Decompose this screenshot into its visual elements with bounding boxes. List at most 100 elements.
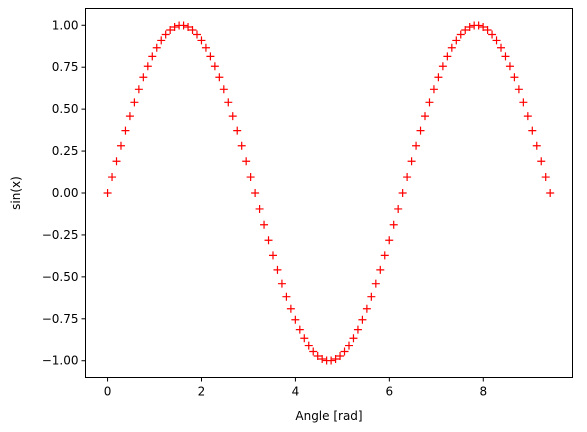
data-point bbox=[456, 30, 465, 39]
data-point bbox=[143, 62, 152, 71]
data-point bbox=[192, 30, 201, 39]
data-point bbox=[170, 22, 179, 31]
y-tick-label: 0.00 bbox=[52, 186, 79, 200]
data-point bbox=[309, 347, 318, 356]
data-point bbox=[166, 26, 175, 35]
data-point bbox=[452, 36, 461, 45]
data-point bbox=[215, 73, 224, 82]
data-point bbox=[233, 126, 242, 135]
data-point bbox=[532, 141, 541, 150]
y-tick-label: 0.25 bbox=[52, 144, 79, 158]
data-point bbox=[434, 73, 443, 82]
data-point bbox=[206, 52, 215, 61]
data-point bbox=[465, 22, 474, 31]
data-point bbox=[242, 157, 251, 166]
data-point bbox=[255, 204, 264, 213]
data-point bbox=[385, 236, 394, 245]
data-point bbox=[286, 304, 295, 313]
data-point bbox=[514, 85, 523, 94]
data-point bbox=[161, 30, 170, 39]
y-tick-label: −0.50 bbox=[42, 270, 79, 284]
data-point bbox=[344, 341, 353, 350]
data-point bbox=[546, 189, 555, 197]
data-point bbox=[103, 189, 112, 197]
data-point bbox=[210, 62, 219, 71]
data-point bbox=[108, 173, 117, 182]
y-tick-label: 0.50 bbox=[52, 102, 79, 116]
data-point bbox=[130, 98, 139, 107]
data-point bbox=[349, 334, 358, 343]
data-point bbox=[425, 98, 434, 107]
data-point bbox=[188, 26, 197, 35]
data-point bbox=[121, 126, 130, 135]
x-tick-label: 8 bbox=[479, 385, 487, 399]
data-point bbox=[358, 315, 367, 324]
y-tick-label: 1.00 bbox=[52, 18, 79, 32]
data-point bbox=[219, 85, 228, 94]
x-axis-ticks: 0 2 4 6 8 bbox=[104, 377, 487, 399]
x-tick-label: 4 bbox=[292, 385, 300, 399]
y-axis-label: sin(x) bbox=[9, 176, 23, 210]
data-point bbox=[282, 292, 291, 301]
data-point bbox=[519, 98, 528, 107]
plot-area bbox=[85, 8, 573, 378]
data-point bbox=[318, 355, 327, 364]
data-point bbox=[277, 279, 286, 288]
data-point bbox=[505, 62, 514, 71]
data-point bbox=[251, 189, 260, 197]
data-point bbox=[528, 126, 537, 135]
data-point bbox=[380, 251, 389, 260]
data-point bbox=[523, 112, 532, 121]
data-point bbox=[291, 315, 300, 324]
data-point bbox=[139, 73, 148, 82]
x-tick-label: 2 bbox=[198, 385, 206, 399]
data-point bbox=[497, 43, 506, 52]
data-point bbox=[416, 126, 425, 135]
data-point bbox=[394, 204, 403, 213]
data-point bbox=[201, 43, 210, 52]
data-point bbox=[112, 157, 121, 166]
data-point bbox=[134, 85, 143, 94]
data-point bbox=[389, 220, 398, 229]
data-point bbox=[340, 347, 349, 356]
data-point bbox=[492, 36, 501, 45]
data-point bbox=[412, 141, 421, 150]
data-point bbox=[367, 292, 376, 301]
data-point bbox=[157, 36, 166, 45]
data-point bbox=[246, 173, 255, 182]
x-tick-label: 0 bbox=[104, 385, 112, 399]
data-point bbox=[398, 189, 407, 197]
data-point bbox=[300, 334, 309, 343]
data-point bbox=[488, 30, 497, 39]
x-axis-label: Angle [rad] bbox=[295, 409, 362, 423]
data-point bbox=[268, 251, 277, 260]
data-point bbox=[336, 351, 345, 360]
data-point bbox=[260, 220, 269, 229]
data-point bbox=[403, 173, 412, 182]
data-point bbox=[429, 85, 438, 94]
y-tick-label: 0.75 bbox=[52, 60, 79, 74]
data-point bbox=[510, 73, 519, 82]
data-point bbox=[443, 52, 452, 61]
y-axis-ticks: −1.00 −0.75 −0.50 −0.25 0.00 0.25 0.50 0.75 1.00 bbox=[42, 18, 86, 368]
data-point bbox=[461, 26, 470, 35]
data-point bbox=[421, 112, 430, 121]
data-point bbox=[295, 325, 304, 334]
plot-frame bbox=[85, 8, 573, 378]
data-point bbox=[228, 112, 237, 121]
data-point bbox=[362, 304, 371, 313]
data-markers bbox=[103, 21, 555, 365]
x-tick-label: 6 bbox=[386, 385, 394, 399]
data-point bbox=[125, 112, 134, 121]
data-point bbox=[116, 141, 125, 150]
y-tick-label: −0.75 bbox=[42, 312, 79, 326]
data-point bbox=[376, 265, 385, 274]
data-point bbox=[237, 141, 246, 150]
data-point bbox=[327, 356, 336, 365]
data-point bbox=[273, 265, 282, 274]
data-point bbox=[179, 21, 188, 30]
data-point bbox=[407, 157, 416, 166]
data-point bbox=[501, 52, 510, 61]
data-point bbox=[447, 43, 456, 52]
